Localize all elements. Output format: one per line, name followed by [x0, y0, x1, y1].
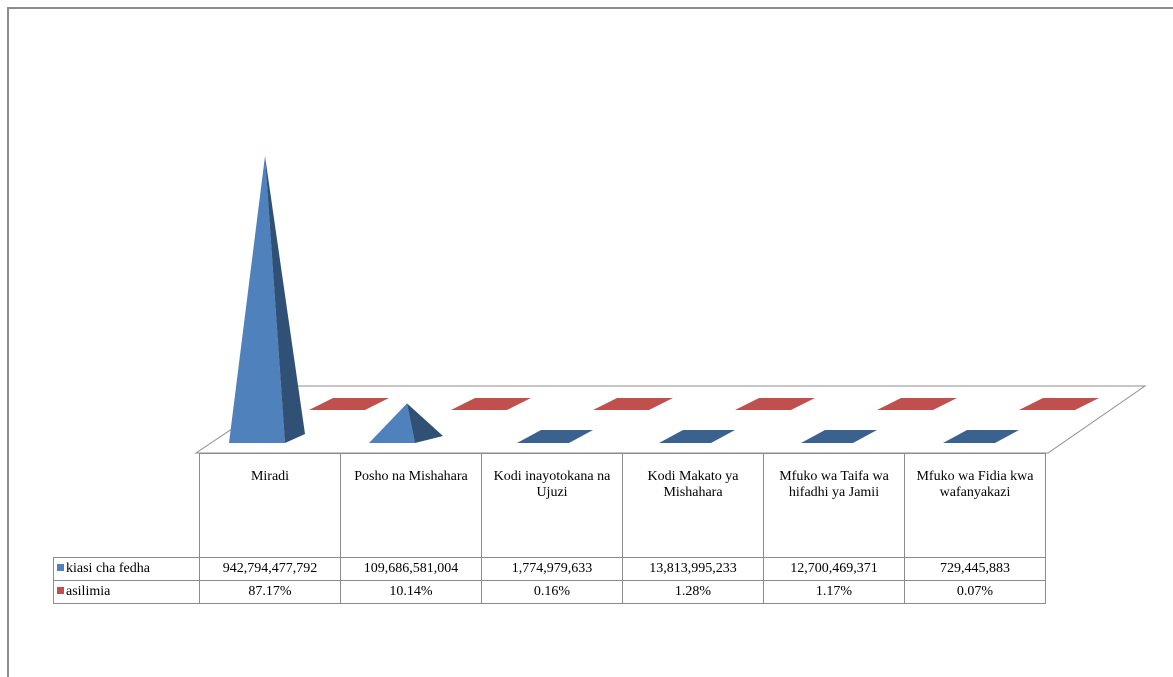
legend-entry: kiasi cha fedha [53, 557, 200, 581]
pyramid-series-a-side [265, 156, 305, 443]
legend-swatch-blue [57, 564, 64, 572]
table-cell: 729,445,883 [904, 557, 1046, 581]
category-label: Miradi [199, 453, 341, 558]
table-cell: 1,774,979,633 [481, 557, 623, 581]
table-row: kiasi cha fedha 942,794,477,792 109,686,… [53, 557, 1046, 581]
pyramid-series-a [369, 403, 415, 443]
pyramid-series-a [229, 156, 285, 443]
category-label: Kodi inayotokana na Ujuzi [481, 453, 623, 558]
table-cell: 0.16% [481, 580, 623, 604]
table-cell: 13,813,995,233 [622, 557, 764, 581]
pyramid-series-b [309, 398, 389, 410]
category-label: Kodi Makato ya Mishahara [622, 453, 764, 558]
series-name: kiasi cha fedha [66, 561, 150, 576]
pyramid-series-a [659, 430, 735, 443]
table-cell: 109,686,581,004 [340, 557, 482, 581]
table-cell: 1.28% [622, 580, 764, 604]
table-cell: 87.17% [199, 580, 341, 604]
series-name: asilimia [66, 584, 111, 599]
table-cell: 12,700,469,371 [763, 557, 905, 581]
chart-frame [7, 7, 1173, 677]
table-cell: 10.14% [340, 580, 482, 604]
pyramid-series-b [877, 398, 957, 410]
table-cell: 942,794,477,792 [199, 557, 341, 581]
table-cell: 1.17% [763, 580, 905, 604]
pyramid-series-b [1019, 398, 1099, 410]
data-table: Miradi Posho na Mishahara Kodi inayotoka… [53, 453, 1046, 604]
pyramid-series-a-side [407, 403, 443, 443]
category-label: Mfuko wa Fidia kwa wafanyakazi [904, 453, 1046, 558]
category-label: Mfuko wa Taifa wa hifadhi ya Jamii [763, 453, 905, 558]
legend-entry: asilimia [53, 580, 200, 604]
pyramid-series-a [943, 430, 1019, 443]
category-label: Posho na Mishahara [340, 453, 482, 558]
table-cell: 0.07% [904, 580, 1046, 604]
pyramid-series-b [593, 398, 673, 410]
pyramid-series-a [801, 430, 877, 443]
pyramid-series-a [517, 430, 593, 443]
table-row: asilimia 87.17% 10.14% 0.16% 1.28% 1.17%… [53, 580, 1046, 604]
pyramid-series-b [735, 398, 815, 410]
table-corner [54, 454, 200, 558]
table-header-row: Miradi Posho na Mishahara Kodi inayotoka… [54, 453, 1046, 558]
legend-swatch-red [57, 587, 64, 595]
pyramid-series-b [451, 398, 531, 410]
